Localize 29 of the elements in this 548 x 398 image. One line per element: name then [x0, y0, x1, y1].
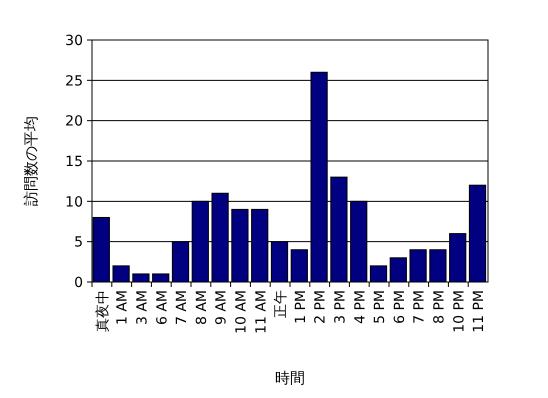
x-tick-label: 6 AM	[154, 290, 170, 326]
x-tick-label: 3 PM	[332, 290, 348, 324]
x-axis-title: 時間	[275, 369, 305, 387]
x-tick-label: 真夜中	[94, 290, 111, 332]
x-tick-label: 11 AM	[253, 290, 270, 334]
x-tick-label: 8 AM	[194, 290, 210, 326]
x-tick-label: 3 AM	[134, 290, 150, 326]
x-tick-label: 11 PM	[471, 290, 488, 333]
x-tick-label: 1 PM	[292, 290, 309, 324]
y-tick-label: 15	[65, 154, 83, 170]
x-tick-label: 7 AM	[174, 290, 190, 326]
y-tick-label: 10	[65, 194, 83, 210]
y-tick-label: 5	[74, 234, 83, 251]
y-tick-label: 0	[74, 275, 83, 291]
x-tick-label: 6 PM	[392, 290, 408, 324]
x-tick-label: 2 PM	[312, 290, 329, 324]
x-tick-label: 1 AM	[114, 290, 131, 326]
y-tick-label: 20	[65, 114, 83, 130]
x-tick-label: 9 AM	[214, 290, 230, 326]
x-tick-label: 8 PM	[432, 290, 448, 324]
y-axis-title: 訪問数の平均	[22, 116, 40, 206]
x-tick-label: 正午	[273, 290, 290, 318]
x-tick-label: 10 PM	[451, 290, 468, 333]
x-tick-label: 4 PM	[352, 290, 368, 324]
x-tick-label: 5 PM	[372, 290, 388, 324]
x-tick-label: 10 AM	[234, 290, 250, 334]
y-tick-label: 25	[65, 73, 83, 90]
x-tick-label: 7 PM	[412, 290, 428, 324]
y-tick-label: 30	[65, 33, 83, 49]
